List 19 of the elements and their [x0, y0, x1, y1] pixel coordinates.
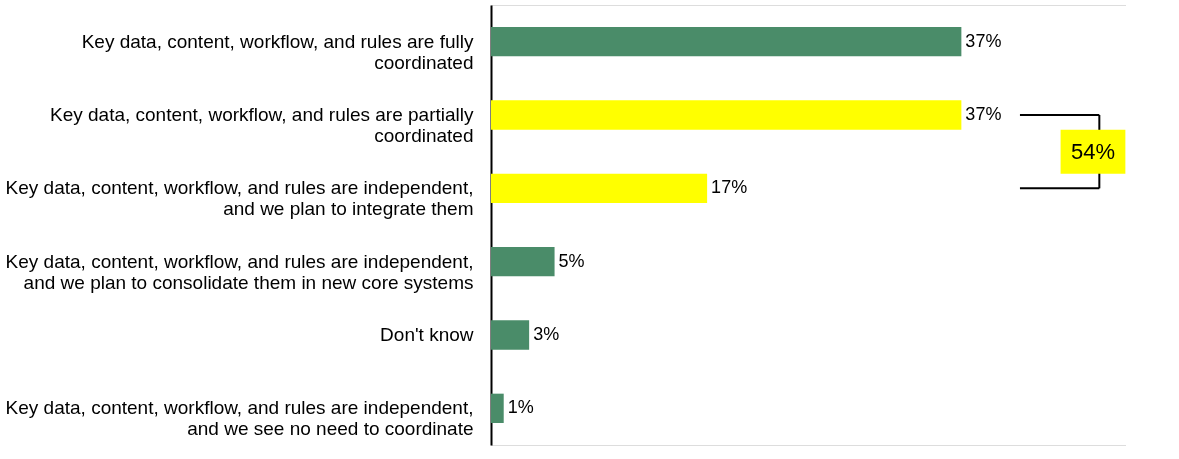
y-tick-label: Don't know: [380, 324, 474, 345]
y-tick-label: Key data, content, workflow, and rules are partially coordinated: [49, 104, 474, 146]
bar: [491, 173, 708, 203]
bar: [491, 393, 504, 423]
y-tick-label: Key data, content, workflow, and rules are fully coordinated: [81, 30, 474, 73]
text: 54%: [1070, 138, 1115, 164]
data-label: 1%: [507, 397, 534, 418]
data-label: 5%: [558, 250, 585, 271]
bar: [491, 247, 555, 277]
bar: [491, 27, 962, 57]
y-tick-label: Key data, content, workflow, and rules are independent, and we plan to integrate them: [5, 177, 474, 220]
bar: [491, 100, 962, 130]
data-label: 3%: [533, 324, 560, 344]
data-label: 37%: [965, 104, 1002, 124]
y-tick-label: Key data, content, workflow, and rules are independent, and we see no need to coordinate: [5, 397, 474, 440]
data-label: 37%: [965, 30, 1002, 51]
data-label: 17%: [711, 177, 748, 198]
y-tick-label: Key data, content, workflow, and rules are independent, and we plan to consolidate them in new core systems: [5, 250, 474, 293]
bar: [491, 320, 530, 350]
